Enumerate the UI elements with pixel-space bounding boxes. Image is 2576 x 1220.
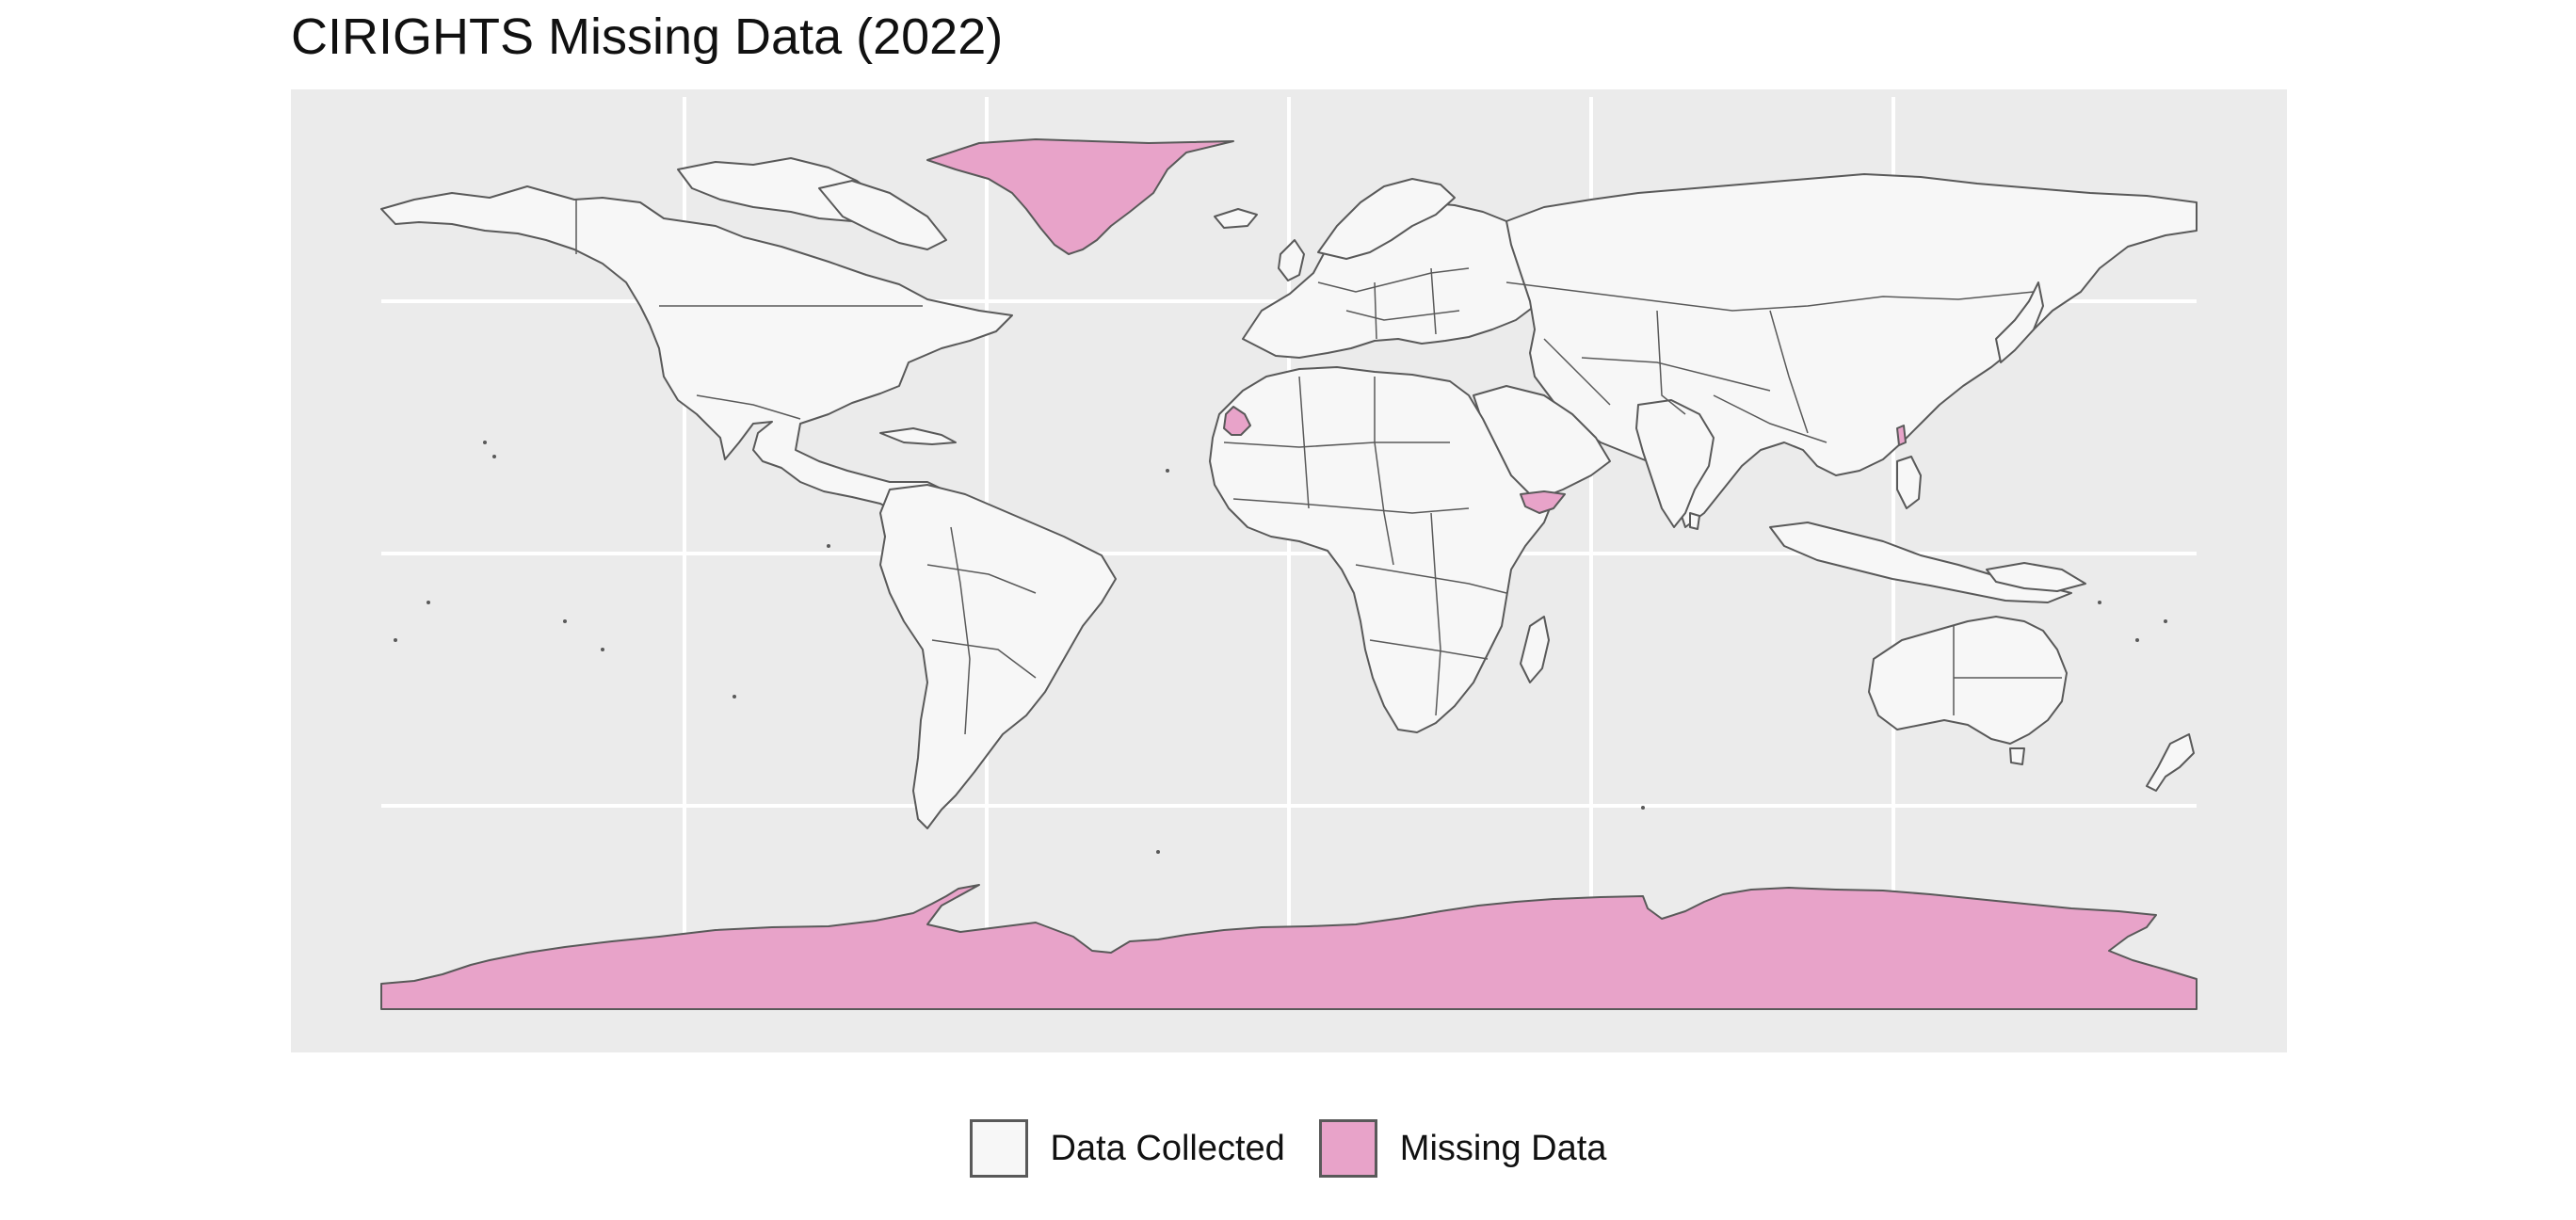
island xyxy=(483,441,487,444)
baffin-island xyxy=(818,180,947,250)
island xyxy=(1156,850,1160,854)
border-europe-2 xyxy=(1345,310,1460,321)
border-asia-1 xyxy=(1581,357,1771,392)
border-africa-5 xyxy=(1355,564,1507,594)
british-isles xyxy=(1278,239,1305,281)
australia xyxy=(1868,616,2068,745)
legend-label-data-collected: Data Collected xyxy=(1050,1128,1285,1168)
island xyxy=(601,648,604,651)
border-russia-south xyxy=(1505,281,2035,312)
island xyxy=(394,638,397,642)
japan xyxy=(1995,281,2044,363)
border-south-america-1 xyxy=(926,564,1037,594)
border-south-america-2 xyxy=(931,639,1037,679)
iceland xyxy=(1214,208,1258,229)
island xyxy=(2098,601,2101,604)
new-zealand xyxy=(2146,733,2195,792)
island xyxy=(2164,619,2167,623)
madagascar xyxy=(1520,616,1550,683)
map-legend: Data Collected Missing Data xyxy=(0,1116,2576,1181)
country-borders xyxy=(575,200,2062,735)
small-islands xyxy=(394,441,2167,854)
legend-swatch-data-collected xyxy=(969,1119,1028,1178)
island xyxy=(1641,806,1645,810)
legend-label-missing-data: Missing Data xyxy=(1399,1128,1607,1168)
island xyxy=(733,695,736,698)
south-america-landmass xyxy=(879,484,1117,829)
border-africa-4 xyxy=(1374,377,1394,566)
border-africa-7 xyxy=(1430,512,1441,716)
border-south-america-3 xyxy=(950,526,971,735)
legend-item-missing-data: Missing Data xyxy=(1318,1119,1607,1178)
tasmania xyxy=(2009,747,2025,765)
countries-missing-data xyxy=(380,138,2198,1010)
border-africa-2 xyxy=(1232,498,1470,514)
border-europe-3 xyxy=(1374,281,1377,340)
border-africa-6 xyxy=(1369,639,1489,660)
somaliland xyxy=(1520,490,1566,514)
countries-data-collected xyxy=(380,157,2198,829)
new-guinea xyxy=(1986,562,2086,592)
border-europe-1 xyxy=(1317,267,1470,293)
sri-lanka xyxy=(1689,512,1700,530)
border-europe-4 xyxy=(1430,267,1437,335)
greenland xyxy=(926,138,1234,255)
scandinavia xyxy=(1317,178,1456,260)
border-africa-1 xyxy=(1223,441,1450,448)
caribbean-islands xyxy=(879,427,957,445)
border-us-mexico xyxy=(696,394,801,420)
island xyxy=(427,601,430,604)
legend-swatch-missing-data xyxy=(1318,1119,1377,1178)
border-asia-2 xyxy=(1656,310,1686,415)
africa-landmass xyxy=(1209,366,1554,733)
border-asia-5 xyxy=(1543,338,1611,406)
antarctica xyxy=(380,884,2198,1010)
border-asia-3 xyxy=(1769,310,1809,434)
border-africa-3 xyxy=(1298,376,1310,509)
map-title: CIRIGHTS Missing Data (2022) xyxy=(291,8,1004,65)
island xyxy=(2135,638,2139,642)
island xyxy=(563,619,567,623)
island xyxy=(1166,469,1169,473)
island xyxy=(827,544,830,548)
island xyxy=(492,455,496,458)
western-sahara xyxy=(1223,406,1251,436)
taiwan xyxy=(1896,425,1907,446)
legend-item-data-collected: Data Collected xyxy=(969,1119,1285,1178)
border-asia-4 xyxy=(1713,394,1827,443)
philippines xyxy=(1896,456,1922,509)
indian-subcontinent xyxy=(1635,399,1715,528)
